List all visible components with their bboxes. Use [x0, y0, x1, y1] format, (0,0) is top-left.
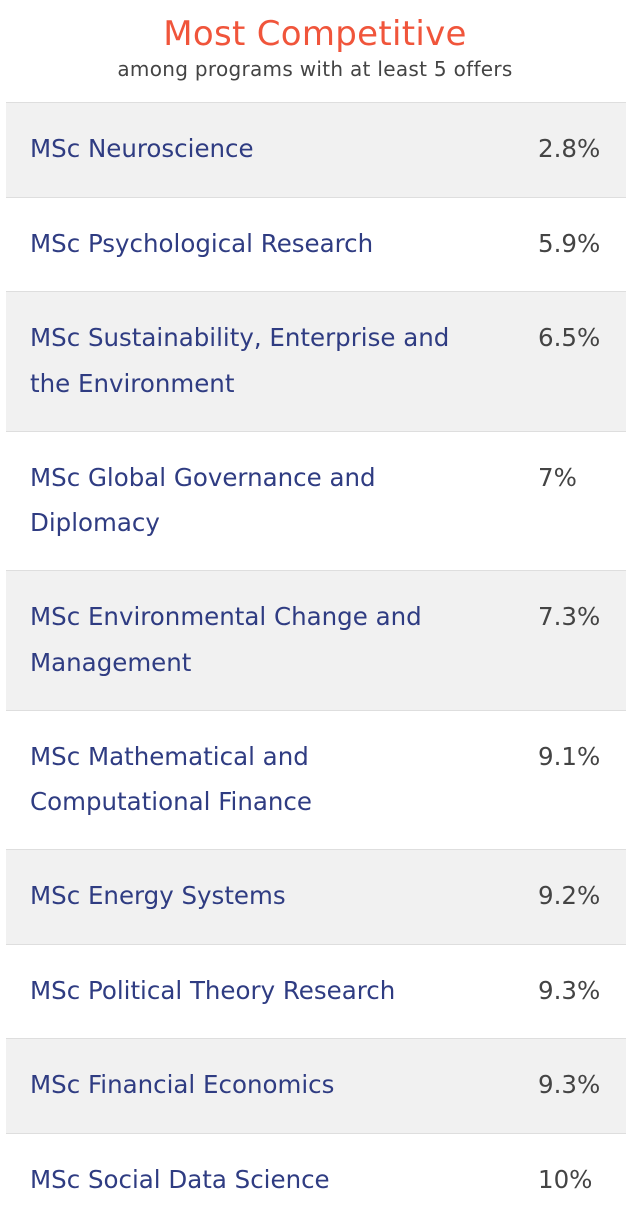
- table-row: MSc Political Theory Research 9.3%: [6, 945, 626, 1039]
- table-row: MSc Environmental Change and Management …: [6, 571, 626, 711]
- program-name: MSc Social Data Science: [30, 1164, 330, 1194]
- program-name: MSc Energy Systems: [30, 881, 286, 910]
- page-title: Most Competitive: [163, 14, 467, 54]
- program-name: MSc Sustainability, Enterprise and the E…: [30, 323, 450, 398]
- program-name: MSc Financial Economics: [30, 1070, 335, 1099]
- offer-rate: 9.2%: [538, 881, 601, 910]
- page-subtitle: among programs with at least 5 offers: [117, 57, 513, 81]
- table-row: MSc Mathematical and Computational Finan…: [6, 711, 626, 850]
- offer-rate: 5.9%: [538, 228, 601, 258]
- competitive-programs-table: MSc Neuroscience 2.8% MSc Psychological …: [6, 102, 626, 1226]
- program-name: MSc Environmental Change and Management: [30, 602, 422, 677]
- table-row: MSc Financial Economics 9.3%: [6, 1039, 626, 1134]
- table-row: MSc Global Governance and Diplomacy 7%: [6, 432, 626, 571]
- offer-rate: 10%: [538, 1164, 593, 1194]
- offer-rate: 7%: [538, 462, 577, 492]
- table-row: MSc Neuroscience 2.8%: [6, 103, 626, 198]
- program-name: MSc Mathematical and Computational Finan…: [30, 741, 312, 817]
- table-row: MSc Social Data Science 10%: [6, 1134, 626, 1226]
- program-name: MSc Political Theory Research: [30, 975, 396, 1005]
- offer-rate: 6.5%: [538, 323, 601, 352]
- table-row: MSc Psychological Research 5.9%: [6, 198, 626, 292]
- page-header: Most Competitive among programs with at …: [0, 0, 630, 90]
- program-name: MSc Psychological Research: [30, 228, 374, 258]
- offer-rate: 9.1%: [538, 741, 601, 771]
- offer-rate: 9.3%: [538, 1070, 601, 1099]
- program-name: MSc Global Governance and Diplomacy: [30, 462, 376, 538]
- table-row: MSc Sustainability, Enterprise and the E…: [6, 292, 626, 432]
- program-name: MSc Neuroscience: [30, 134, 254, 163]
- offer-rate: 9.3%: [538, 975, 601, 1005]
- table-row: MSc Energy Systems 9.2%: [6, 850, 626, 945]
- offer-rate: 2.8%: [538, 134, 601, 163]
- offer-rate: 7.3%: [538, 602, 601, 631]
